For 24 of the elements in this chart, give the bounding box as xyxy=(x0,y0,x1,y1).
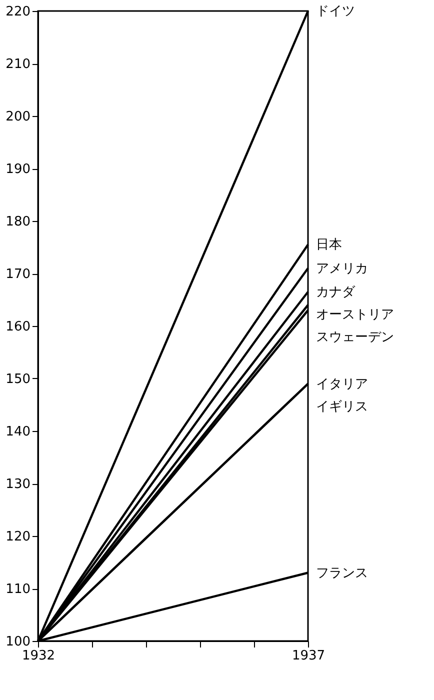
y-tick-label: 150 xyxy=(6,372,30,387)
y-tick-label: 110 xyxy=(6,582,30,597)
y-tick-label: 160 xyxy=(6,320,30,334)
y-tick-label: 180 xyxy=(6,214,30,230)
series-label: イギリス xyxy=(316,399,368,414)
y-tick-label: 140 xyxy=(6,424,30,440)
y-tick-label: 120 xyxy=(6,530,30,544)
y-tick-label: 100 xyxy=(6,634,30,650)
y-tick-label: 130 xyxy=(6,477,30,492)
y-tick-label: 210 xyxy=(6,57,30,72)
x-tick-label: 1932 xyxy=(22,648,56,664)
series-label: ドイツ xyxy=(316,4,355,19)
series-label: アメリカ xyxy=(316,261,368,276)
series-label: フランス xyxy=(316,566,368,581)
series-label: オーストリア xyxy=(316,308,394,323)
x-tick-label: 1937 xyxy=(292,648,326,664)
series-label: スウェーデン xyxy=(316,330,394,346)
y-tick-label: 200 xyxy=(6,110,30,124)
series-label: 日本 xyxy=(316,238,342,253)
y-tick-label: 190 xyxy=(6,162,30,177)
series-label: イタリア xyxy=(316,376,368,392)
y-tick-label: 170 xyxy=(6,267,30,282)
y-tick-label: 220 xyxy=(6,4,30,20)
series-label: カナダ xyxy=(316,284,356,300)
